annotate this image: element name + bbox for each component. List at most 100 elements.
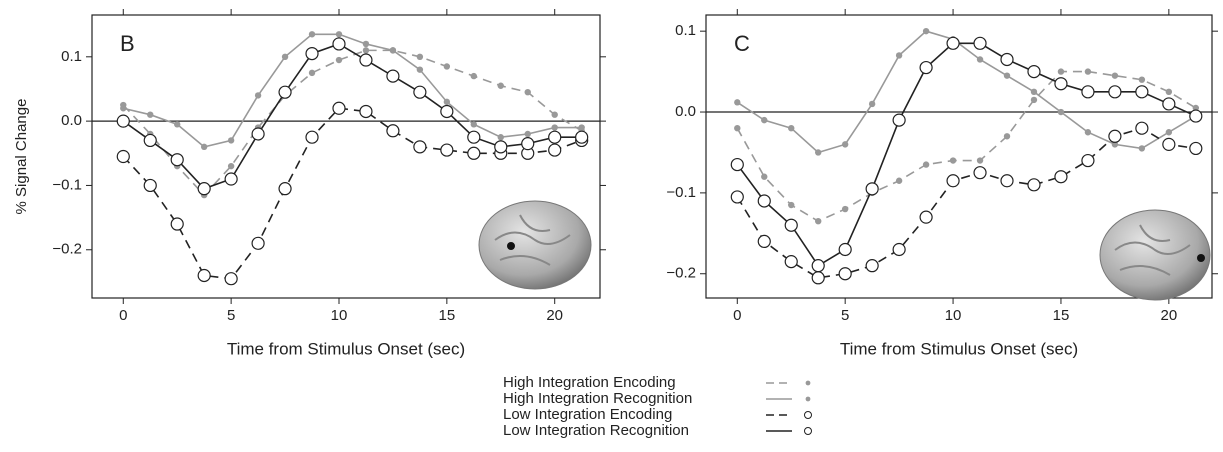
data-point	[467, 130, 481, 144]
data-point	[386, 69, 400, 83]
data-point	[197, 268, 211, 283]
data-point	[734, 125, 741, 132]
x-tick-label: 5	[841, 307, 849, 324]
data-point	[443, 63, 451, 70]
data-point	[1054, 77, 1068, 91]
data-point	[224, 172, 238, 186]
series-line	[123, 33, 582, 148]
data-point	[1162, 97, 1176, 111]
data-point	[332, 37, 346, 51]
data-point	[470, 121, 478, 128]
data-point	[895, 177, 903, 184]
data-point	[524, 130, 531, 138]
y-tick-label: 0.1	[61, 48, 82, 65]
data-point	[116, 149, 130, 164]
data-point	[1135, 121, 1149, 135]
data-point	[1054, 170, 1068, 184]
data-point	[305, 130, 319, 144]
data-point	[1027, 64, 1041, 79]
data-point	[308, 31, 316, 38]
data-point	[1003, 72, 1011, 79]
data-point	[976, 157, 984, 164]
data-point	[551, 124, 558, 131]
data-point	[332, 101, 346, 115]
data-point	[1030, 88, 1038, 96]
data-point	[497, 134, 504, 141]
data-point	[362, 40, 370, 48]
panel-label: C	[734, 31, 750, 56]
data-point	[949, 157, 957, 164]
brain-image-c	[1099, 209, 1211, 301]
data-point	[730, 190, 744, 204]
data-point	[578, 124, 585, 131]
data-point	[868, 100, 876, 108]
data-point	[815, 217, 822, 225]
data-point	[757, 194, 771, 208]
data-point	[548, 143, 562, 157]
x-tick-label: 0	[119, 307, 127, 324]
data-point	[443, 98, 451, 106]
data-point	[1192, 104, 1200, 112]
data-point	[734, 99, 741, 106]
data-point	[1111, 72, 1119, 79]
x-tick-label: 10	[945, 307, 962, 324]
data-point	[1057, 68, 1065, 75]
data-point	[865, 182, 879, 196]
series-line	[122, 43, 582, 190]
data-point	[174, 121, 181, 128]
data-point	[922, 27, 930, 35]
data-point	[919, 210, 933, 224]
y-tick-label: 0.0	[675, 103, 696, 120]
y-axis-label: % Signal Change	[13, 99, 30, 215]
data-point	[1084, 68, 1092, 75]
legend-label: Low Integration Recognition	[503, 422, 689, 439]
data-point	[1135, 85, 1149, 99]
legend-key-marker	[805, 396, 811, 402]
data-point	[335, 31, 343, 38]
data-point	[1000, 52, 1014, 67]
legend-label: High Integration Recognition	[503, 390, 692, 407]
data-point	[1165, 129, 1173, 136]
data-point	[761, 173, 768, 180]
data-point	[170, 217, 184, 231]
panel-label: B	[120, 31, 135, 56]
data-point	[1162, 137, 1176, 151]
data-point	[335, 56, 343, 64]
legend-key-marker	[804, 427, 812, 435]
plot-frame	[705, 14, 1213, 299]
data-point	[575, 130, 589, 144]
legend-label: High Integration Encoding	[503, 374, 676, 391]
data-point	[1081, 153, 1095, 168]
data-point	[200, 143, 208, 151]
data-point	[494, 140, 508, 154]
x-axis-label: Time from Stimulus Onset (sec)	[227, 339, 465, 358]
data-point	[254, 92, 262, 99]
plot-frame	[91, 14, 601, 299]
data-point	[1084, 129, 1092, 136]
data-point	[1189, 109, 1203, 123]
data-point	[1111, 141, 1119, 148]
data-point	[278, 182, 292, 196]
x-tick-label: 15	[439, 307, 456, 324]
data-point	[524, 88, 531, 96]
data-point	[892, 242, 906, 257]
data-point	[1189, 141, 1203, 156]
y-tick-label: 0.0	[61, 112, 82, 129]
data-point	[946, 36, 960, 50]
x-tick-label: 5	[227, 307, 235, 324]
data-point	[838, 242, 852, 257]
series-line	[122, 107, 582, 280]
data-point	[416, 53, 424, 61]
data-point	[788, 125, 795, 132]
series-line	[122, 49, 583, 197]
x-axis-label: Time from Stimulus Onset (sec)	[840, 339, 1078, 358]
data-point	[227, 162, 235, 170]
data-point	[281, 53, 289, 61]
data-point	[413, 85, 427, 99]
data-point	[389, 47, 397, 54]
data-point	[1081, 85, 1095, 99]
data-point	[362, 47, 370, 54]
y-tick-label: −0.2	[52, 241, 82, 258]
data-point	[922, 161, 930, 168]
data-point	[1003, 133, 1011, 140]
